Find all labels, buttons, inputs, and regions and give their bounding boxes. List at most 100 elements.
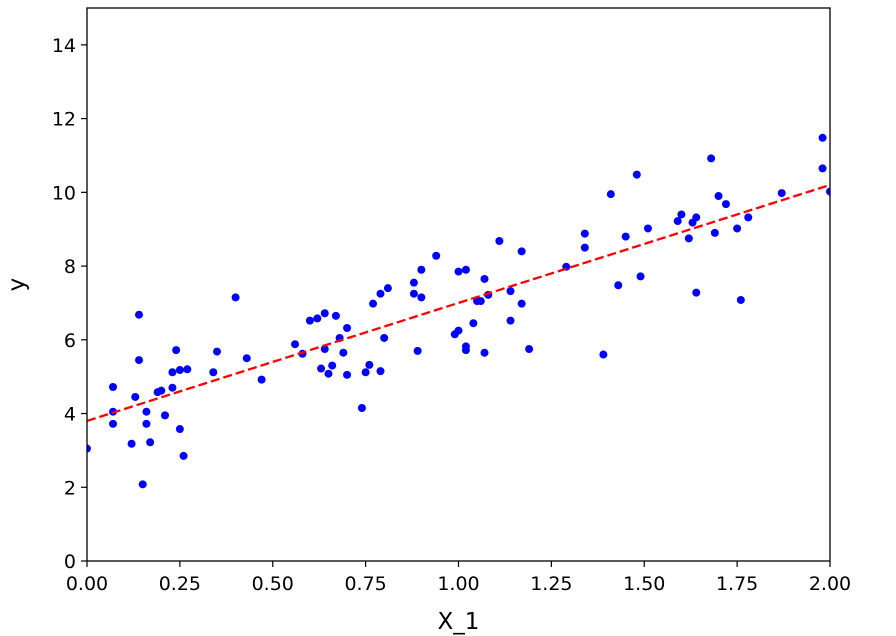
data-point	[161, 411, 170, 420]
y-tick-label: 0	[64, 551, 76, 573]
data-point	[109, 419, 118, 428]
data-point	[209, 368, 218, 377]
data-point	[357, 404, 366, 413]
data-point	[231, 293, 240, 302]
data-point	[517, 247, 526, 256]
y-axis-label: y	[4, 278, 30, 292]
data-point	[417, 265, 426, 274]
y-tick-label: 4	[64, 404, 76, 426]
data-point	[365, 360, 374, 369]
x-tick-label: 0.50	[252, 573, 294, 595]
axes: 0.00 0.25 0.50 0.75 1.00 1.25 1.50 1.75 2.00 0 2 4 6…	[52, 7, 851, 595]
data-point	[172, 346, 181, 355]
data-point	[480, 348, 489, 357]
data-point	[517, 299, 526, 308]
y-tick-label: 14	[52, 35, 76, 57]
x-tick-label: 0.75	[344, 573, 386, 595]
data-point	[614, 281, 623, 290]
data-point	[632, 170, 641, 179]
plot-content	[87, 133, 830, 489]
data-point	[495, 236, 504, 245]
x-tick-label: 0.25	[159, 573, 201, 595]
data-point	[313, 314, 322, 323]
data-point	[138, 480, 147, 489]
data-point	[454, 326, 463, 335]
data-point	[175, 425, 184, 434]
data-point	[343, 370, 352, 379]
data-point	[684, 234, 693, 243]
data-point	[142, 419, 151, 428]
data-point	[692, 213, 701, 222]
data-point	[380, 333, 389, 342]
data-point	[721, 200, 730, 209]
data-point	[168, 368, 177, 377]
data-point	[409, 278, 418, 287]
data-point	[506, 287, 515, 296]
data-point	[175, 366, 184, 375]
data-point	[131, 392, 140, 401]
data-point	[580, 229, 589, 238]
data-point	[506, 316, 515, 325]
data-point	[317, 364, 326, 373]
data-point	[127, 439, 136, 448]
data-point	[242, 354, 251, 363]
x-tick-label: 1.75	[716, 573, 758, 595]
data-point	[621, 232, 630, 241]
data-point	[168, 383, 177, 392]
data-point	[480, 274, 489, 283]
data-point	[818, 133, 827, 142]
data-point	[692, 288, 701, 297]
data-point	[818, 164, 827, 173]
x-tick-label: 0.00	[66, 573, 108, 595]
data-point	[714, 192, 723, 201]
data-point	[331, 311, 340, 320]
data-point	[461, 346, 470, 355]
data-point	[383, 284, 392, 293]
x-tick-label: 1.25	[530, 573, 572, 595]
x-axis-label: X_1	[438, 609, 480, 635]
data-point	[257, 375, 266, 384]
data-point	[744, 213, 753, 222]
data-point	[328, 361, 337, 370]
data-point	[291, 340, 300, 349]
data-point	[673, 217, 682, 226]
data-point	[376, 367, 385, 376]
data-point	[677, 210, 686, 219]
data-point	[525, 345, 534, 354]
data-point	[409, 289, 418, 298]
y-tick-label: 10	[52, 182, 76, 204]
data-point	[339, 348, 348, 357]
fit-line	[87, 183, 830, 423]
data-point	[599, 350, 608, 359]
data-point	[643, 224, 652, 233]
plot-frame	[86, 7, 831, 562]
x-tick-label: 1.00	[437, 573, 479, 595]
data-point	[417, 293, 426, 302]
data-point	[580, 243, 589, 252]
data-point	[135, 356, 144, 365]
data-point	[87, 444, 91, 453]
data-point	[324, 369, 333, 378]
data-point	[369, 299, 378, 308]
data-point	[461, 265, 470, 274]
data-point	[146, 438, 155, 447]
x-tick-label: 2.00	[809, 573, 851, 595]
x-tick-label: 1.50	[623, 573, 665, 595]
data-point	[432, 251, 441, 260]
data-point	[476, 297, 485, 306]
data-point	[183, 365, 192, 374]
data-point	[710, 228, 719, 237]
data-point	[826, 187, 830, 196]
data-point	[413, 346, 422, 355]
y-tick-label: 2	[64, 477, 76, 499]
data-point	[376, 289, 385, 298]
data-point	[213, 347, 222, 356]
data-point	[733, 224, 742, 233]
data-point	[109, 382, 118, 391]
data-point	[142, 407, 151, 416]
data-point	[179, 451, 188, 460]
y-tick-label: 8	[64, 256, 76, 278]
data-point	[305, 316, 314, 325]
